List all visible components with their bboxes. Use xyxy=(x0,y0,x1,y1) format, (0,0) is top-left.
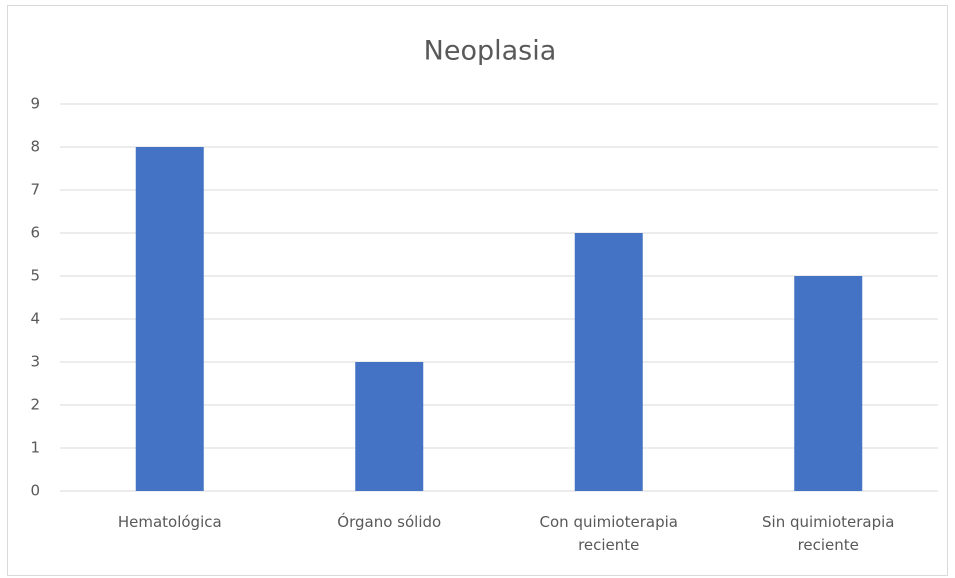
x-tick-label: Con quimioterapia reciente xyxy=(539,513,678,554)
x-tick-label: Sin quimioterapia reciente xyxy=(762,513,895,554)
x-tick-label: Hematológica xyxy=(117,513,222,531)
y-tick-label: 8 xyxy=(30,138,40,156)
y-tick-label: 5 xyxy=(30,267,40,285)
bar xyxy=(355,362,424,491)
bar xyxy=(794,276,863,491)
y-tick-label: 7 xyxy=(30,181,40,199)
chart-title: Neoplasia xyxy=(424,36,557,67)
y-tick-label: 2 xyxy=(30,396,40,414)
x-tick-label: Órgano sólido xyxy=(337,513,442,531)
y-tick-label: 6 xyxy=(30,224,40,242)
bar xyxy=(574,233,643,491)
y-tick-label: 0 xyxy=(30,482,40,500)
y-tick-label: 1 xyxy=(30,439,40,457)
y-tick-label: 4 xyxy=(30,310,40,328)
y-tick-label: 9 xyxy=(30,95,40,113)
y-tick-label: 3 xyxy=(30,353,40,371)
bar xyxy=(135,147,204,491)
